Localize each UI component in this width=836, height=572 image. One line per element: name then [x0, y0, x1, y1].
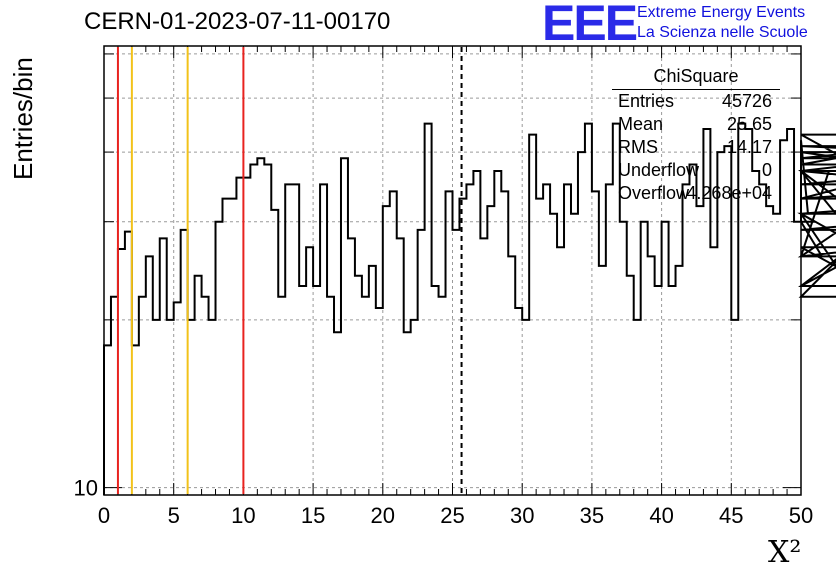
- stats-row-mean: Mean 25.65: [612, 114, 780, 137]
- stats-value: 0: [761, 160, 772, 180]
- x-tick-label: 30: [510, 503, 534, 528]
- x-tick-label: 20: [371, 503, 395, 528]
- eee-logo: EEE: [542, 0, 638, 51]
- logo-line-2: La Scienza nelle Scuole: [637, 24, 808, 41]
- y-tick-label: 10: [74, 476, 98, 501]
- stats-value: 45726: [721, 91, 772, 111]
- x-tick-label: 10: [231, 503, 255, 528]
- stats-key: Mean: [618, 114, 664, 134]
- x-tick-label: 0: [98, 503, 110, 528]
- x-tick-label: 15: [301, 503, 325, 528]
- stats-value: 4.268e+04: [686, 183, 772, 203]
- x-tick-label: 5: [168, 503, 180, 528]
- x-axis-label: X²: [768, 535, 802, 570]
- chart-title: CERN-01-2023-07-11-00170: [84, 8, 391, 35]
- stats-row-overflow: Overflow 4.268e+04: [612, 183, 780, 206]
- stats-row-rms: RMS 14.17: [612, 137, 780, 160]
- logo-line-1: Extreme Energy Events: [637, 4, 806, 21]
- stats-title: ChiSquare: [612, 66, 780, 90]
- stats-value: 25.65: [726, 114, 772, 134]
- y-axis-label: Entries/bin: [8, 57, 38, 180]
- stats-key: Overflow: [618, 183, 690, 203]
- stats-row-entries: Entries 45726: [612, 91, 780, 114]
- x-tick-label: 40: [649, 503, 673, 528]
- stats-row-underflow: Underflow 0: [612, 160, 780, 183]
- stats-key: Entries: [618, 91, 675, 111]
- x-tick-label: 35: [580, 503, 604, 528]
- x-tick-label: 45: [719, 503, 743, 528]
- histogram-series: [103, 122, 836, 495]
- stats-key: RMS: [618, 137, 658, 157]
- stats-box: ChiSquare Entries 45726 Mean 25.65 RMS 14.1…: [612, 66, 780, 206]
- x-tick-label: 25: [440, 503, 464, 528]
- stats-key: Underflow: [618, 160, 700, 180]
- x-tick-label: 50: [789, 503, 813, 528]
- stats-value: 14.17: [726, 137, 772, 157]
